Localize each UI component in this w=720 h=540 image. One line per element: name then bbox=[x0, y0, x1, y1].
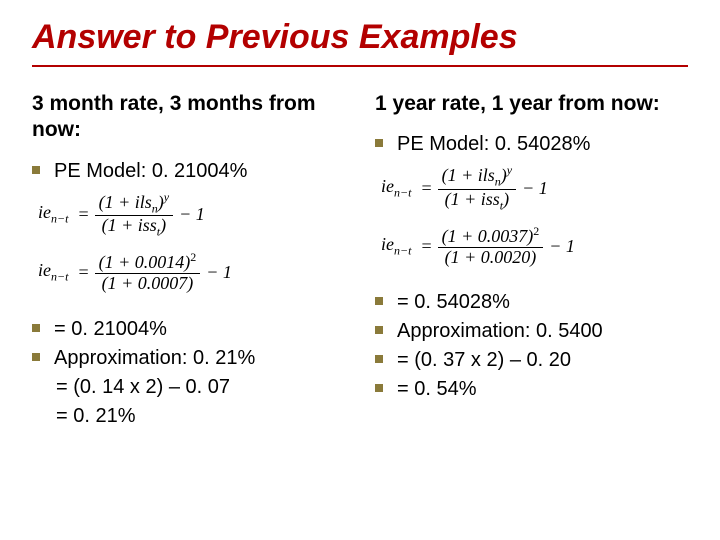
rf2-lhs-sub: n−t bbox=[394, 243, 411, 257]
left-column: 3 month rate, 3 months from now: PE Mode… bbox=[32, 91, 345, 432]
bullet-row: = 0. 54028% bbox=[375, 289, 688, 316]
f2-den: (1 + 0.0007) bbox=[98, 274, 198, 294]
left-formula-2: ien−t = (1 + 0.0014)2 (1 + 0.0007) − 1 bbox=[38, 251, 345, 294]
bullet-icon bbox=[375, 384, 383, 392]
rf2-tail: − 1 bbox=[549, 236, 575, 257]
slide-title: Answer to Previous Examples bbox=[32, 18, 688, 61]
bullet-row: = 0. 21004% bbox=[32, 316, 345, 343]
rf2-num: (1 + 0.0037) bbox=[442, 226, 534, 246]
title-underline bbox=[32, 65, 688, 67]
rf2-den: (1 + 0.0020) bbox=[441, 248, 541, 268]
rf2-num-sup: 2 bbox=[533, 224, 539, 238]
f2-lhs-sub: n−t bbox=[51, 270, 68, 284]
f2-tail: − 1 bbox=[206, 262, 232, 283]
rf-den: (1 + iss bbox=[445, 189, 500, 209]
f2-num: (1 + 0.0014) bbox=[99, 252, 191, 272]
bullet-icon bbox=[375, 139, 383, 147]
columns: 3 month rate, 3 months from now: PE Mode… bbox=[32, 91, 688, 432]
f-num-sup: y bbox=[164, 190, 169, 204]
left-pe-model: PE Model: 0. 21004% bbox=[54, 158, 247, 185]
right-result: = 0. 54028% bbox=[397, 289, 510, 316]
left-calc1: = (0. 14 x 2) – 0. 07 bbox=[56, 374, 345, 401]
bullet-icon bbox=[32, 324, 40, 332]
bullet-row: PE Model: 0. 21004% bbox=[32, 158, 345, 185]
bullet-row: PE Model: 0. 54028% bbox=[375, 131, 688, 158]
right-column: 1 year rate, 1 year from now: PE Model: … bbox=[375, 91, 688, 432]
bullet-icon bbox=[375, 355, 383, 363]
right-approx: Approximation: 0. 5400 bbox=[397, 318, 603, 345]
left-formula-1: ien−t = (1 + ilsn)y (1 + isst) − 1 bbox=[38, 191, 345, 240]
left-approx: Approximation: 0. 21% bbox=[54, 345, 255, 372]
right-calc2: = 0. 54% bbox=[397, 376, 477, 403]
f-lhs-sub: n−t bbox=[51, 212, 68, 226]
f-tail: − 1 bbox=[179, 204, 205, 225]
bullet-row: Approximation: 0. 5400 bbox=[375, 318, 688, 345]
f2-lhs: ie bbox=[38, 260, 51, 280]
bullet-row: Approximation: 0. 21% bbox=[32, 345, 345, 372]
rf2-lhs: ie bbox=[381, 234, 394, 254]
bullet-icon bbox=[375, 297, 383, 305]
bullet-row: = 0. 54% bbox=[375, 376, 688, 403]
rf-lhs: ie bbox=[381, 176, 394, 196]
rf-num-sup: y bbox=[507, 163, 512, 177]
f-den: (1 + iss bbox=[102, 215, 157, 235]
right-formula-1: ien−t = (1 + ilsn)y (1 + isst) − 1 bbox=[381, 164, 688, 213]
right-calc1: = (0. 37 x 2) – 0. 20 bbox=[397, 347, 571, 374]
left-calc2: = 0. 21% bbox=[56, 403, 345, 430]
right-formula-2: ien−t = (1 + 0.0037)2 (1 + 0.0020) − 1 bbox=[381, 225, 688, 268]
rf-tail: − 1 bbox=[522, 178, 548, 199]
bullet-icon bbox=[375, 326, 383, 334]
bullet-icon bbox=[32, 353, 40, 361]
right-heading: 1 year rate, 1 year from now: bbox=[375, 91, 688, 117]
right-pe-model: PE Model: 0. 54028% bbox=[397, 131, 590, 158]
slide: Answer to Previous Examples 3 month rate… bbox=[0, 0, 720, 540]
rf-den-close: ) bbox=[503, 189, 509, 209]
f2-num-sup: 2 bbox=[190, 250, 196, 264]
f-lhs: ie bbox=[38, 202, 51, 222]
f-den-close: ) bbox=[160, 215, 166, 235]
f-num: (1 + ils bbox=[99, 192, 152, 212]
left-heading: 3 month rate, 3 months from now: bbox=[32, 91, 345, 144]
bullet-icon bbox=[32, 166, 40, 174]
rf-num: (1 + ils bbox=[442, 165, 495, 185]
left-result: = 0. 21004% bbox=[54, 316, 167, 343]
rf-lhs-sub: n−t bbox=[394, 186, 411, 200]
bullet-row: = (0. 37 x 2) – 0. 20 bbox=[375, 347, 688, 374]
